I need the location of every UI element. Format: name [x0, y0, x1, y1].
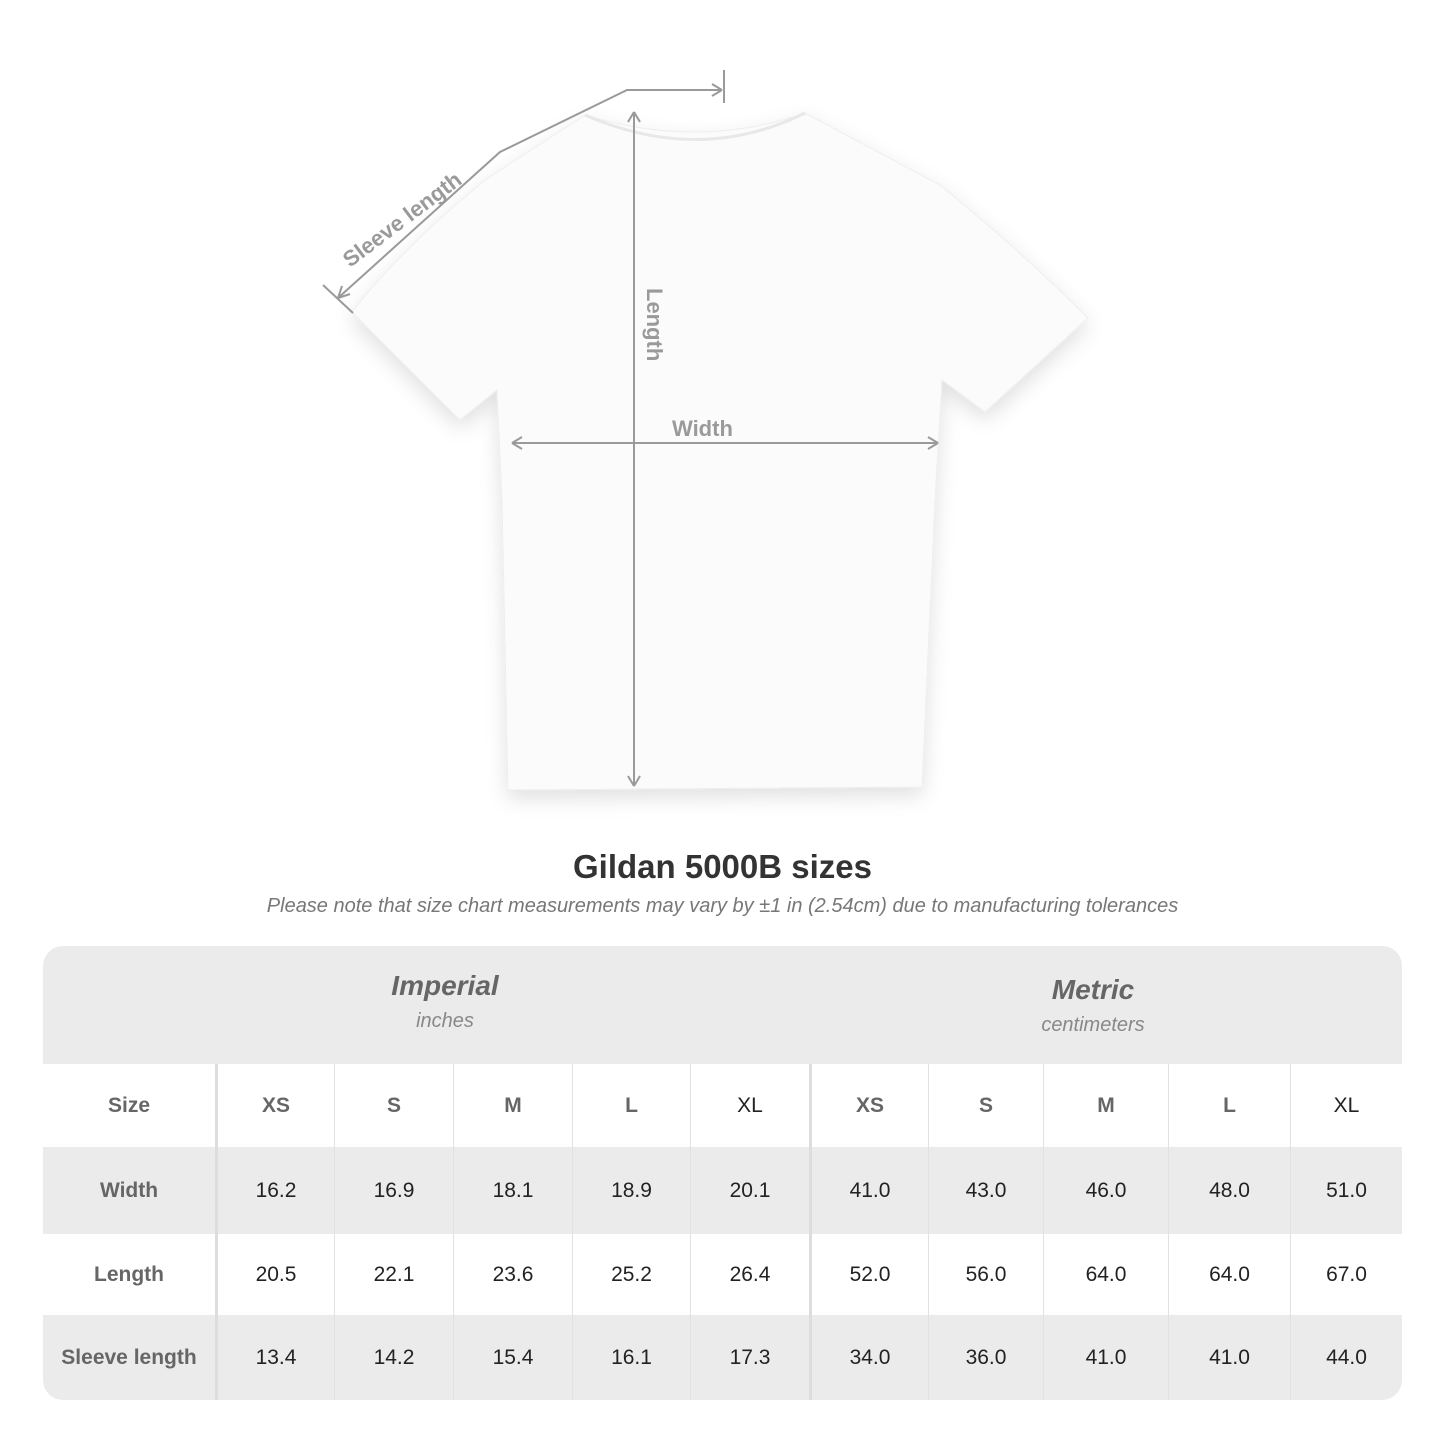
size-header-cell: L [1168, 1064, 1290, 1147]
value-cell: 48.0 [1168, 1147, 1290, 1234]
size-header-cell: M [453, 1064, 572, 1147]
tolerance-note: Please note that size chart measurements… [266, 895, 1179, 917]
value-cell: 13.4 [215, 1315, 334, 1400]
value-cell: 41.0 [809, 1147, 928, 1234]
tshirt-diagram: Sleeve length Length Width [322, 70, 1089, 791]
size-header-cell: XS [809, 1064, 928, 1147]
value-cell: 20.1 [690, 1147, 809, 1234]
metric-header: Metric centimeters [893, 974, 1293, 1037]
table-row: Width 16.2 16.9 18.1 18.9 20.1 41.0 43.0 46.0 48.… [43, 1147, 1402, 1234]
value-cell: 20.5 [215, 1234, 334, 1315]
value-cell: 34.0 [809, 1315, 928, 1400]
table-header: Imperial inches Metric centimeters [43, 946, 1402, 1064]
value-cell: 14.2 [334, 1315, 453, 1400]
chart-title: Gildan 5000B sizes [573, 848, 872, 885]
tshirt-shape [351, 112, 1089, 791]
size-header-row: Size XS S M L XL XS S M L XL [43, 1064, 1402, 1147]
imperial-title: Imperial [391, 970, 499, 1001]
value-cell: 17.3 [690, 1315, 809, 1400]
value-cell: 56.0 [928, 1234, 1043, 1315]
metric-title: Metric [1051, 974, 1135, 1005]
size-header-cell: M [1043, 1064, 1168, 1147]
row-label: Size [107, 1093, 151, 1117]
value-cell: 36.0 [928, 1315, 1043, 1400]
value-cell: 25.2 [572, 1234, 690, 1315]
table-row: Length 20.5 22.1 23.6 25.2 26.4 52.0 56.0 64.0 64… [43, 1234, 1402, 1315]
value-cell: 16.2 [215, 1147, 334, 1234]
value-cell: 44.0 [1290, 1315, 1402, 1400]
value-cell: 16.1 [572, 1315, 690, 1400]
value-cell: 16.9 [334, 1147, 453, 1234]
value-cell: 51.0 [1290, 1147, 1402, 1234]
value-cell: 23.6 [453, 1234, 572, 1315]
width-label: Width [672, 416, 733, 441]
value-cell: 26.4 [690, 1234, 809, 1315]
value-cell: 15.4 [453, 1315, 572, 1400]
size-header-cell: XL [690, 1064, 809, 1147]
size-header-cell: XL [1290, 1064, 1402, 1147]
value-cell: 67.0 [1290, 1234, 1402, 1315]
size-header-cell: XS [215, 1064, 334, 1147]
length-label: Length [642, 288, 667, 361]
value-cell: 41.0 [1168, 1315, 1290, 1400]
size-header-cell: S [334, 1064, 453, 1147]
row-label: Sleeve length [61, 1345, 197, 1369]
value-cell: 22.1 [334, 1234, 453, 1315]
imperial-unit: inches [416, 1010, 474, 1032]
value-cell: 52.0 [809, 1234, 928, 1315]
size-table: Imperial inches Metric centimeters Size X… [43, 946, 1402, 1400]
value-cell: 46.0 [1043, 1147, 1168, 1234]
value-cell: 18.9 [572, 1147, 690, 1234]
row-label: Width [99, 1178, 159, 1202]
value-cell: 43.0 [928, 1147, 1043, 1234]
value-cell: 64.0 [1168, 1234, 1290, 1315]
sleeve-dimension-line [337, 89, 722, 299]
size-header-cell: S [928, 1064, 1043, 1147]
row-label: Length [94, 1262, 164, 1286]
imperial-header: Imperial inches [245, 970, 645, 1033]
value-cell: 64.0 [1043, 1234, 1168, 1315]
table-row: Sleeve length 13.4 14.2 15.4 16.1 17.3 34.0 36.… [43, 1315, 1402, 1400]
size-header-cell: L [572, 1064, 690, 1147]
value-cell: 41.0 [1043, 1315, 1168, 1400]
value-cell: 18.1 [453, 1147, 572, 1234]
metric-unit: centimeters [1041, 1014, 1145, 1036]
